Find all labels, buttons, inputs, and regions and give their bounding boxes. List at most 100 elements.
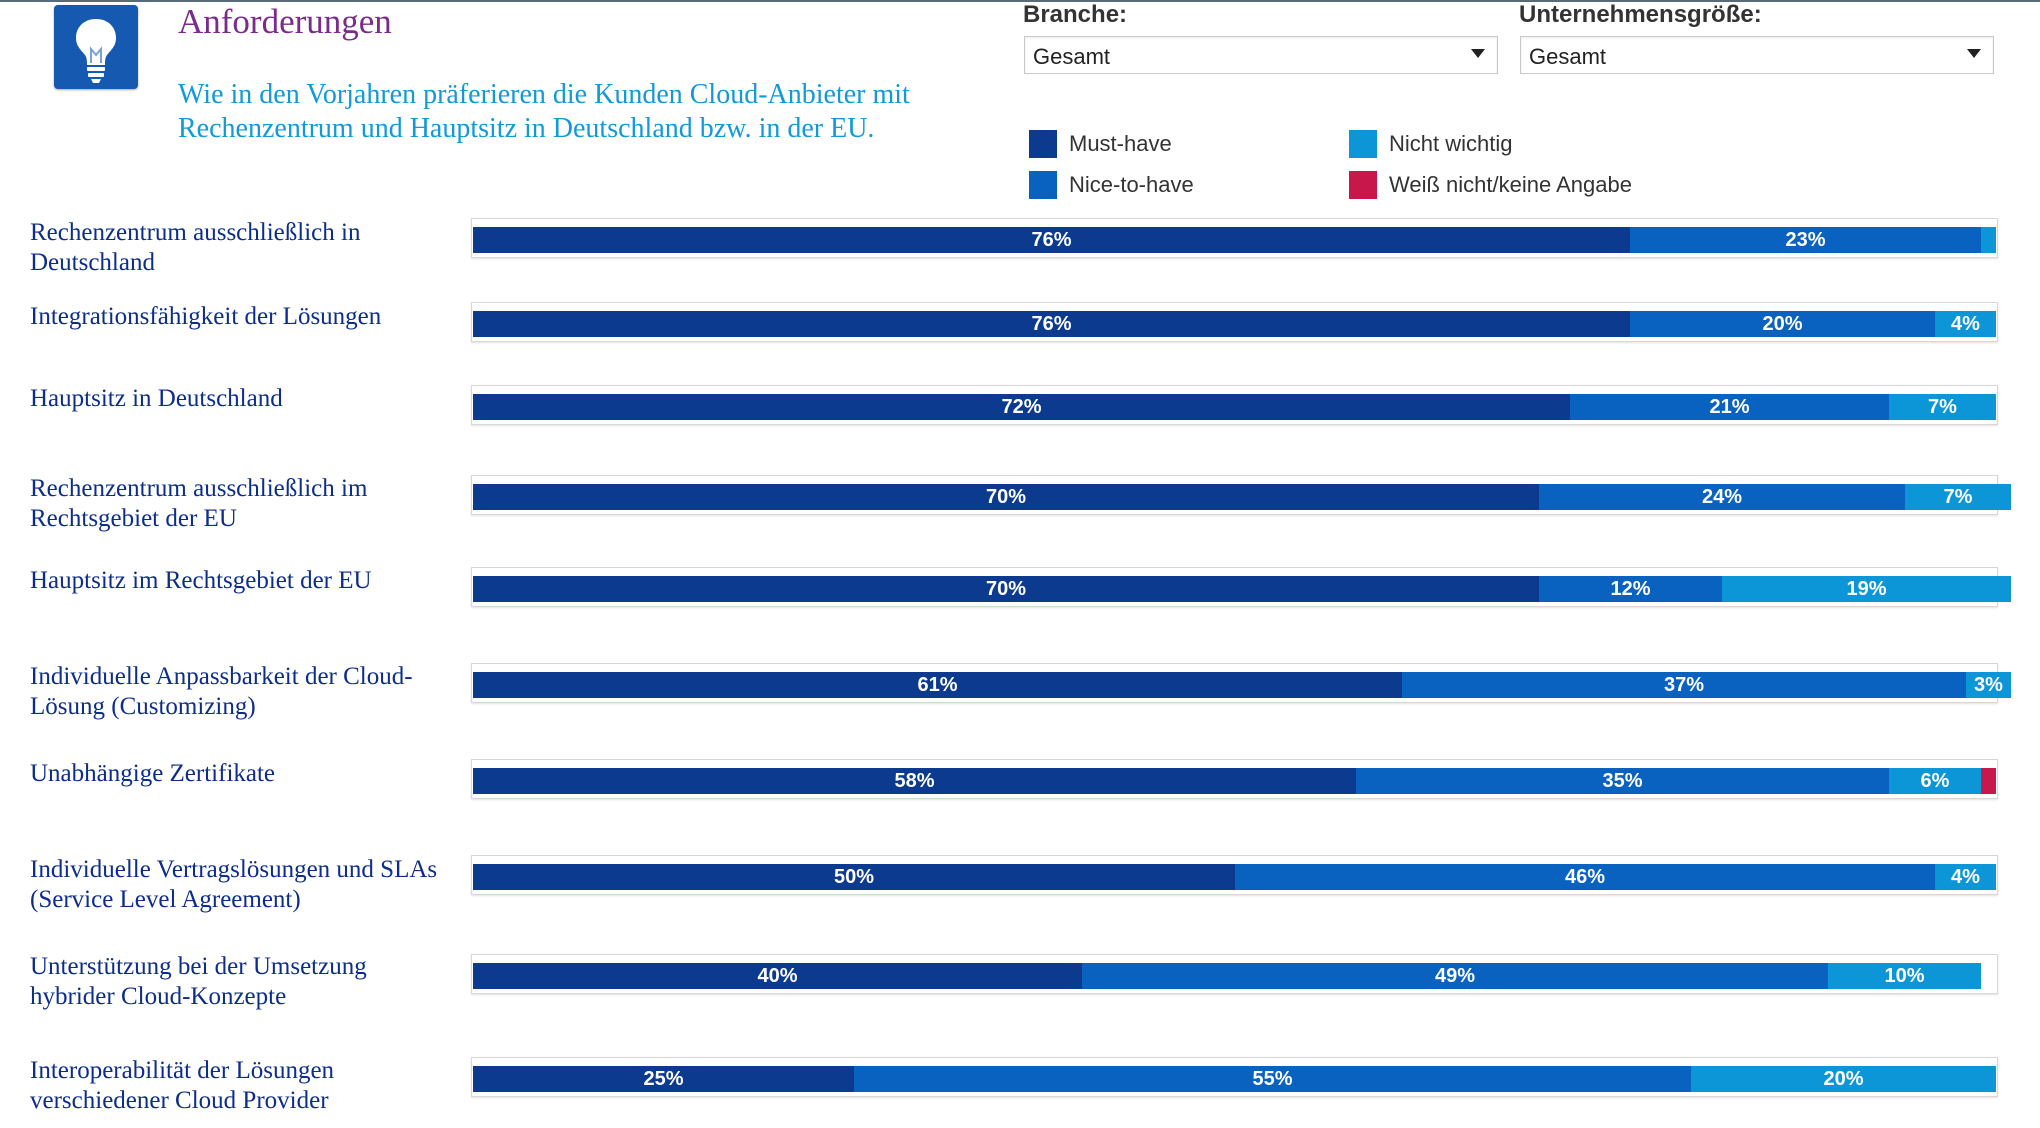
bar-value-label: 61% <box>917 674 958 696</box>
bar-segment-nicht[interactable]: 7% <box>1889 394 1996 420</box>
bar-track: 76% 20% 4% <box>471 302 1998 342</box>
chevron-down-icon <box>1471 49 1485 58</box>
category-label-line: Rechenzentrum ausschließlich im <box>30 475 368 502</box>
category-label: Unterstützung bei der Umsetzung hybrider … <box>30 952 470 1012</box>
bar-segment-nice[interactable]: 20% <box>1630 311 1935 337</box>
bar-segment-nicht[interactable]: 20% <box>1691 1066 1996 1092</box>
category-label: Rechenzentrum ausschließlich in Deutschla… <box>30 218 470 278</box>
branche-select-value: Gesamt <box>1033 44 1111 69</box>
legend-swatch <box>1349 130 1377 158</box>
bar-segment-nice[interactable]: 46% <box>1235 864 1935 890</box>
bar-track: 76% 23% <box>471 218 1998 258</box>
bar-segment-nicht[interactable]: 7% <box>1905 484 2011 510</box>
bar-segment-nice[interactable]: 12% <box>1539 576 1722 602</box>
category-label-line: (Service Level Agreement) <box>30 886 301 913</box>
legend-label: Weiß nicht/keine Angabe <box>1389 172 1632 197</box>
bar-track: 40% 49% 10% <box>471 954 1998 994</box>
bar-value-label: 3% <box>1974 674 2003 696</box>
bar-segment-must[interactable]: 25% <box>473 1066 854 1092</box>
bar-segment-nice[interactable]: 23% <box>1630 227 1981 253</box>
bar-segment-must[interactable]: 61% <box>473 672 1402 698</box>
bar-segment-nice[interactable]: 37% <box>1402 672 1966 698</box>
legend-label: Nicht wichtig <box>1389 131 1513 156</box>
bar-track: 50% 46% 4% <box>471 855 1998 895</box>
category-label-line: Rechtsgebiet der EU <box>30 505 237 532</box>
bar-value-label: 24% <box>1701 486 1743 508</box>
bar-value-label: 6% <box>1920 770 1950 792</box>
bar-segment-nicht[interactable]: 4% <box>1935 864 1996 890</box>
groesse-label: Unternehmensgröße: <box>1519 1 1762 28</box>
legend-label: Must-have <box>1069 131 1172 156</box>
bar-value-label: 4% <box>1951 313 1980 335</box>
bar-track: 70% 12% 19% <box>471 567 2011 607</box>
category-label-line: verschiedener Cloud Provider <box>30 1087 329 1114</box>
bar-value-label: 35% <box>1602 770 1643 792</box>
bar-track: 70% 24% 7% <box>471 475 2011 515</box>
bar-segment-nicht[interactable]: 4% <box>1935 311 1996 337</box>
category-label-line: Hauptsitz im Rechtsgebiet der EU <box>30 567 372 594</box>
bar-segment-must[interactable]: 50% <box>473 864 1235 890</box>
bar-track: 25% 55% 20% <box>471 1057 1998 1097</box>
legend-swatch <box>1029 130 1057 158</box>
category-label-line: Unterstützung bei der Umsetzung <box>30 953 367 980</box>
bar-segment-nicht[interactable]: 6% <box>1889 768 1981 794</box>
bar-segment-nicht[interactable] <box>1981 227 1996 253</box>
bar-segment-must[interactable]: 72% <box>473 394 1570 420</box>
category-label-line: Hauptsitz in Deutschland <box>30 385 283 412</box>
bar-segment-nicht[interactable]: 10% <box>1828 963 1981 989</box>
bar-value-label: 7% <box>1928 396 1957 418</box>
bar-track: 58% 35% 6% <box>471 759 1998 799</box>
bar-segment-nice[interactable]: 49% <box>1082 963 1828 989</box>
bar-segment-must[interactable]: 40% <box>473 963 1082 989</box>
legend-label: Nice-to-have <box>1069 172 1194 197</box>
bar-value-label: 20% <box>1823 1068 1864 1090</box>
bar-segment-nicht[interactable]: 19% <box>1722 576 2011 602</box>
bar-segment-nice[interactable]: 35% <box>1356 768 1889 794</box>
bar-segment-nice[interactable]: 21% <box>1570 394 1889 420</box>
category-label: Individuelle Anpassbarkeit der Cloud- Lös… <box>30 662 470 722</box>
bar-segment-must[interactable]: 76% <box>473 311 1630 337</box>
category-label-line: Individuelle Vertragslösungen und SLAs <box>30 856 438 883</box>
bar-value-label: 46% <box>1564 866 1606 888</box>
bar-segment-must[interactable]: 70% <box>473 576 1539 602</box>
bar-value-label: 58% <box>894 770 935 792</box>
bar-segment-must[interactable]: 70% <box>473 484 1539 510</box>
lightbulb-icon <box>54 5 138 89</box>
groesse-select-value: Gesamt <box>1529 44 1607 69</box>
bar-segment-must[interactable]: 58% <box>473 768 1356 794</box>
chevron-down-icon <box>1967 49 1981 58</box>
bar-value-label: 12% <box>1610 578 1651 600</box>
category-label: Hauptsitz in Deutschland <box>30 384 470 414</box>
category-label: Rechenzentrum ausschließlich im Rechtsgeb… <box>30 474 470 534</box>
bar-value-label: 49% <box>1434 965 1476 987</box>
groesse-select[interactable]: Gesamt <box>1520 36 1994 74</box>
bar-value-label: 23% <box>1785 229 1826 251</box>
bar-segment-nice[interactable]: 55% <box>854 1066 1691 1092</box>
bar-segment-nicht[interactable]: 3% <box>1966 672 2011 698</box>
category-label-line: Individuelle Anpassbarkeit der Cloud- <box>30 663 413 690</box>
bar-value-label: 76% <box>1031 313 1072 335</box>
branche-select[interactable]: Gesamt <box>1024 36 1498 74</box>
category-label: Individuelle Vertragslösungen und SLAs (S… <box>30 855 470 915</box>
bar-segment-must[interactable]: 76% <box>473 227 1630 253</box>
bar-value-label: 21% <box>1709 396 1750 418</box>
bar-value-label: 20% <box>1762 313 1803 335</box>
category-label-line: Lösung (Customizing) <box>30 693 256 720</box>
category-label: Unabhängige Zertifikate <box>30 759 470 789</box>
bar-value-label: 50% <box>833 866 875 888</box>
category-label: Hauptsitz im Rechtsgebiet der EU <box>30 566 470 596</box>
category-label-line: Integrationsfähigkeit der Lösungen <box>30 303 382 330</box>
bar-value-label: 70% <box>985 486 1027 508</box>
legend-swatch <box>1349 171 1377 199</box>
category-label-line: Unabhängige Zertifikate <box>30 760 276 787</box>
bar-value-label: 72% <box>1001 396 1042 418</box>
category-label-line: Deutschland <box>30 249 155 276</box>
branche-label: Branche: <box>1023 1 1128 28</box>
bar-track: 61% 37% 3% <box>471 663 2011 703</box>
bar-value-label: 76% <box>1031 229 1072 251</box>
bar-segment-weiss[interactable] <box>1981 768 1996 794</box>
category-label: Integrationsfähigkeit der Lösungen <box>30 302 470 332</box>
category-label-line: Interoperabilität der Lösungen <box>30 1057 335 1084</box>
legend-swatch <box>1029 171 1057 199</box>
bar-segment-nice[interactable]: 24% <box>1539 484 1905 510</box>
